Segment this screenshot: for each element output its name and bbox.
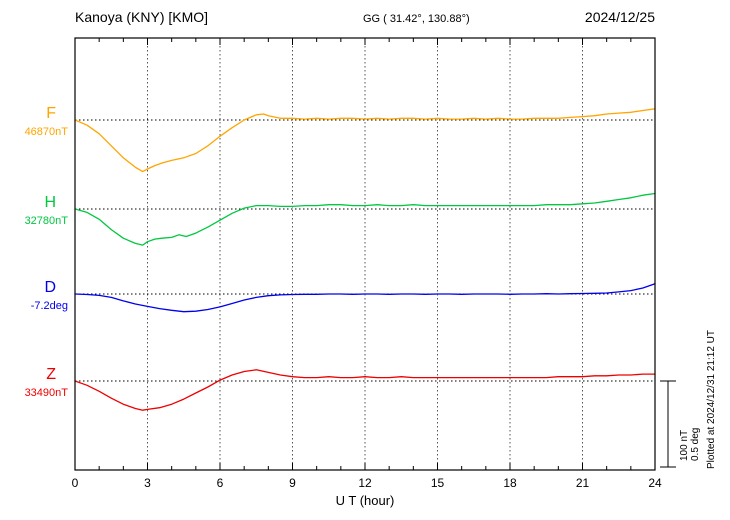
x-tick-label-0: 0 [71, 476, 79, 490]
x-tick-label-9: 9 [289, 476, 296, 490]
series-baseline-D: -7.2deg [30, 300, 68, 312]
scale-bar-deg-label: 0.5 deg [690, 427, 701, 461]
x-tick-label-21: 21 [575, 476, 590, 490]
series-label-Z: Z [46, 366, 56, 383]
plotted-timestamp: Plotted at 2024/12/31 21:12 UT [706, 330, 717, 469]
series-label-F: F [46, 105, 56, 122]
x-tick-label-18: 18 [503, 476, 517, 490]
plot-frame [74, 37, 656, 471]
scale-bar-nt-label: 100 nT [679, 429, 690, 461]
station-coordinates: GG ( 31.42°, 130.88°) [363, 13, 470, 25]
x-tick-label-24: 24 [648, 476, 662, 490]
x-axis-label: U T (hour) [335, 493, 395, 508]
x-tick-label-12: 12 [358, 476, 372, 490]
series-baseline-Z: 33490nT [24, 387, 68, 399]
station-title: Kanoya (KNY) [KMO] [75, 9, 209, 25]
x-tick-label-15: 15 [430, 476, 445, 490]
x-tick-label-6: 6 [216, 476, 224, 490]
trace-H [74, 192, 656, 246]
scale-bar-label: 100 nT 0.5 deg [679, 428, 701, 461]
plot-date: 2024/12/25 [584, 9, 655, 25]
x-tick-label-3: 3 [144, 476, 151, 490]
trace-D [74, 283, 656, 313]
trace-Z [74, 369, 656, 411]
series-label-H: H [44, 194, 56, 211]
series-label-D: D [44, 279, 56, 296]
series-baseline-F: 46870nT [24, 126, 68, 138]
series-baseline-H: 32780nT [24, 215, 68, 227]
trace-F [74, 108, 656, 173]
